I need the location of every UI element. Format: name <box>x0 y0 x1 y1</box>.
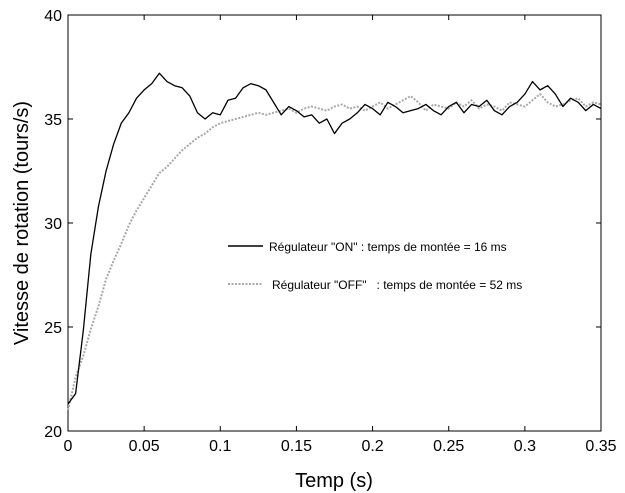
x-tick-label: 0.05 <box>129 438 160 455</box>
legend: Régulateur "ON" : temps de montée = 16 m… <box>228 240 522 292</box>
series-lines <box>67 72 602 411</box>
x-tick-label: 0.15 <box>281 438 312 455</box>
y-axis-label: Vitesse de rotation (tours/s) <box>11 101 33 345</box>
y-axis-ticks: 20 25 30 35 40 <box>44 8 601 441</box>
y-tick-label: 40 <box>44 8 62 25</box>
x-tick-label: 0.2 <box>361 438 383 455</box>
legend-label-off: Régulateur "OFF" : temps de montée = 52 … <box>272 278 522 292</box>
y-tick-label: 25 <box>44 320 62 337</box>
x-tick-label: 0.1 <box>209 438 231 455</box>
x-tick-label: 0.3 <box>514 438 536 455</box>
y-tick-label: 30 <box>44 216 62 233</box>
y-tick-label: 35 <box>44 112 62 129</box>
x-tick-label: 0 <box>64 438 73 455</box>
series-line-regulateur-on <box>67 72 602 405</box>
x-axis-ticks: 0 0.05 0.1 0.15 0.2 0.25 0.3 0.35 <box>64 15 617 455</box>
x-axis-label: Temp (s) <box>295 470 373 492</box>
y-tick-label: 20 <box>44 424 62 441</box>
plot-area <box>67 14 602 432</box>
x-tick-label: 0.35 <box>585 438 616 455</box>
legend-label-on: Régulateur "ON" : temps de montée = 16 m… <box>269 240 507 254</box>
series-line-regulateur-off <box>67 93 602 411</box>
x-tick-label: 0.25 <box>433 438 464 455</box>
